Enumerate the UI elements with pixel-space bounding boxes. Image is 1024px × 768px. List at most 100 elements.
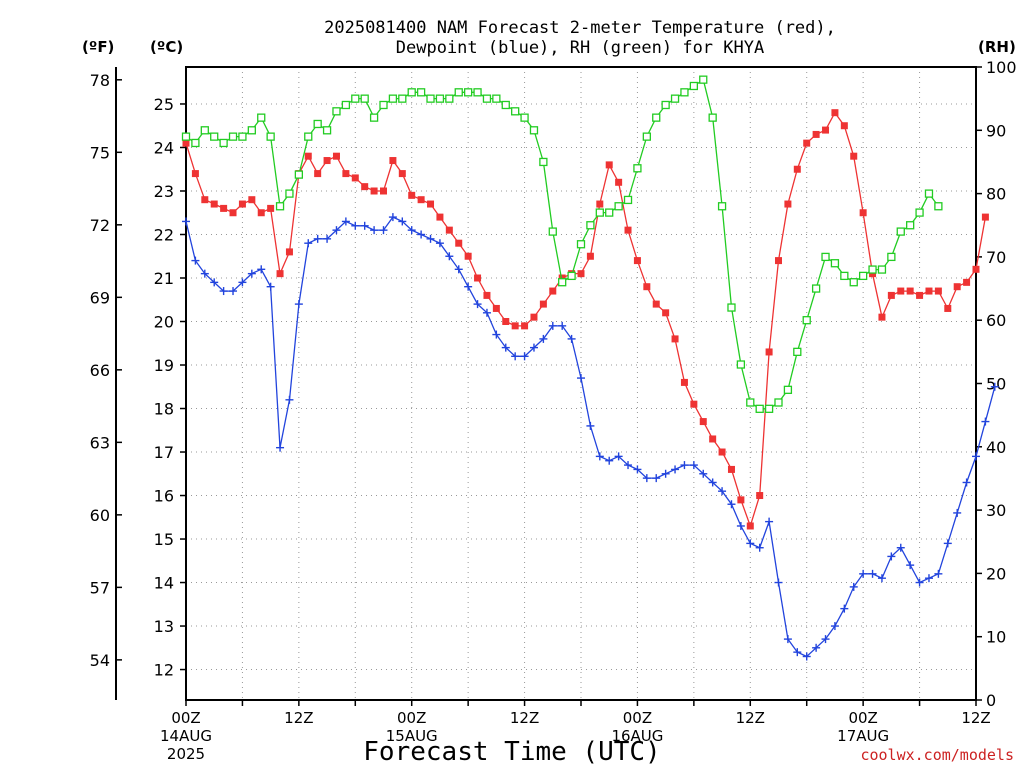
x-axis-label: Forecast Time (UTC) — [363, 737, 660, 767]
rh-point — [492, 94, 501, 103]
fahrenheit-tick-label: 57 — [90, 578, 110, 597]
fahrenheit-unit-label: (ºF) — [82, 38, 114, 56]
rh-point — [802, 316, 811, 325]
rh-point — [210, 132, 219, 141]
fahrenheit-tick-label: 60 — [90, 506, 110, 525]
temperature-point — [436, 213, 444, 221]
dewpoint-point — [238, 278, 247, 287]
temperature-point — [370, 187, 378, 195]
rh-point — [332, 107, 341, 116]
dewpoint-point — [323, 234, 332, 243]
dewpoint-point — [266, 282, 275, 291]
dewpoint-point — [840, 604, 849, 613]
temperature-point — [389, 157, 397, 165]
dewpoint-point — [529, 343, 538, 352]
rh-point — [868, 265, 877, 274]
dewpoint-point — [247, 269, 256, 278]
dewpoint-point — [388, 213, 397, 222]
dewpoint-point — [830, 622, 839, 631]
rh-tick-label: 20 — [986, 564, 1006, 583]
celsius-tick-label: 19 — [154, 356, 174, 375]
rh-point — [511, 107, 520, 116]
temperature-point — [182, 139, 190, 147]
temperature-point — [455, 239, 463, 247]
temperature-point — [539, 300, 547, 308]
dewpoint-point — [887, 552, 896, 561]
temperature-point — [718, 448, 726, 456]
rh-point — [454, 88, 463, 97]
temperature-point — [511, 322, 519, 330]
axes: 121314151617181920212223242500Z14AUG2025… — [90, 58, 1017, 763]
temperature-point — [803, 139, 811, 147]
rh-point — [304, 132, 313, 141]
rh-point — [388, 94, 398, 103]
dewpoint-point — [520, 352, 529, 361]
rh-point — [219, 138, 228, 148]
rh-point — [830, 259, 840, 268]
rh-point — [529, 126, 539, 135]
rh-point — [595, 208, 604, 217]
rh-point — [586, 221, 595, 230]
rh-point — [445, 94, 454, 103]
rh-point — [877, 265, 887, 274]
temperature-point — [464, 252, 472, 260]
x-tick-year: 2025 — [167, 745, 205, 763]
dewpoint-point — [332, 226, 341, 235]
dewpoint-point — [417, 230, 426, 239]
fahrenheit-tick-label: 78 — [90, 71, 110, 90]
temperature-point — [586, 252, 594, 260]
rh-point — [360, 94, 369, 103]
dewpoint-point — [454, 265, 463, 274]
temperature-point — [521, 322, 529, 330]
dewpoint-point — [182, 217, 190, 226]
dewpoint-point — [934, 569, 943, 578]
rh-point — [689, 81, 699, 91]
dewpoint-point — [191, 256, 200, 265]
temperature-point — [662, 309, 670, 317]
x-tick-date: 17AUG — [837, 727, 889, 745]
dewpoint-point — [219, 287, 228, 296]
temperature-point — [859, 209, 867, 217]
dewpoint-point — [379, 226, 388, 235]
dewpoint-point — [765, 517, 774, 526]
temperature-point — [201, 196, 209, 204]
temperature-point — [398, 170, 406, 178]
dewpoint-point — [558, 321, 567, 330]
temperature-point — [248, 196, 256, 204]
rh-point — [379, 100, 388, 110]
temperature-point — [981, 213, 989, 221]
dewpoint-point — [229, 287, 238, 296]
temperature-point — [963, 278, 971, 286]
rh-point — [567, 271, 576, 281]
x-tick-label: 00Z — [848, 709, 877, 727]
celsius-tick-label: 15 — [154, 530, 174, 549]
temperature-point — [972, 265, 980, 273]
temperature-point — [615, 178, 623, 186]
rh-point — [426, 94, 435, 103]
temperature-point — [285, 248, 293, 256]
x-tick-date: 15AUG — [386, 727, 438, 745]
temperature-point — [906, 287, 914, 295]
x-tick-label: 00Z — [397, 709, 426, 727]
rh-point — [398, 94, 407, 103]
dewpoint-point — [915, 578, 924, 587]
fahrenheit-tick-label: 54 — [90, 651, 110, 670]
temperature-point — [727, 465, 735, 473]
temperature-point — [492, 304, 500, 312]
rh-point — [717, 202, 727, 211]
dewpoint-point — [511, 352, 520, 361]
rh-point — [407, 88, 416, 97]
dewpoint-point — [680, 461, 689, 470]
dewpoint-point — [868, 569, 877, 578]
temperature-point — [765, 348, 773, 356]
dewpoint-point — [821, 635, 830, 644]
temperature-point — [351, 174, 359, 182]
temperature-point — [577, 270, 585, 278]
temperature-point — [238, 200, 246, 208]
temperature-point — [775, 257, 782, 265]
rh-point — [351, 94, 360, 103]
rh-point — [887, 252, 896, 262]
rh-point — [614, 202, 623, 211]
temperature-point — [699, 418, 707, 426]
rh-tick-label: 70 — [986, 248, 1006, 267]
